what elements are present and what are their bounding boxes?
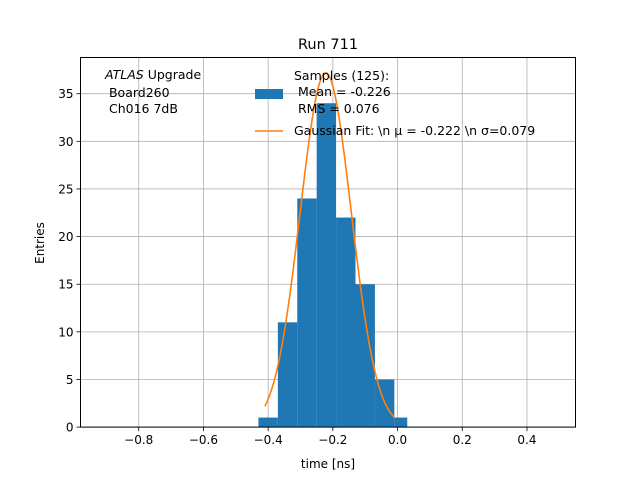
histogram-bar — [394, 417, 408, 428]
legend-samples-line1: Samples (125): — [294, 68, 389, 83]
gaussian-fit-line — [264, 71, 395, 418]
x-tick-label: 0.0 — [388, 433, 407, 447]
x-tick-label: −0.8 — [124, 433, 153, 447]
x-axis-ticks: −0.8 −0.6 −0.4 −0.2 0.0 0.2 0.4 — [124, 427, 537, 447]
histogram-bar — [297, 198, 317, 428]
annotation-experiment: ATLAS Upgrade — [104, 67, 201, 82]
annotation-box: ATLAS Upgrade Board260 Ch016 7dB — [104, 67, 201, 116]
annotation-experiment-rest: Upgrade — [144, 67, 202, 82]
histogram-bar — [316, 103, 337, 428]
legend-samples-line2: Mean = -0.226 — [294, 84, 391, 99]
x-tick-label: −0.4 — [254, 433, 283, 447]
histogram-bar — [277, 322, 298, 428]
annotation-channel: Ch016 7dB — [105, 101, 178, 116]
x-tick-label: 0.2 — [453, 433, 472, 447]
x-tick-label: 0.4 — [517, 433, 536, 447]
y-tick-label: 10 — [58, 325, 73, 339]
y-tick-label: 35 — [58, 87, 73, 101]
x-tick-label: −0.6 — [189, 433, 218, 447]
y-axis-ticks: 0 5 10 15 20 25 30 35 — [58, 87, 81, 435]
legend-fit-label: Gaussian Fit: \n μ = -0.222 \n σ=0.079 — [294, 123, 535, 138]
y-tick-label: 30 — [58, 135, 73, 149]
annotation-experiment-italic: ATLAS — [104, 67, 144, 82]
histogram-bar — [258, 417, 278, 428]
legend-histogram-swatch — [255, 89, 283, 99]
y-tick-label: 15 — [58, 278, 73, 292]
y-tick-label: 5 — [66, 373, 74, 387]
chart-title: Run 711 — [298, 37, 358, 53]
annotation-board: Board260 — [105, 85, 170, 100]
legend: Samples (125): Mean = -0.226 RMS = 0.076… — [255, 68, 535, 138]
plot-frame — [80, 57, 576, 428]
x-tick-label: −0.2 — [318, 433, 347, 447]
y-tick-label: 20 — [58, 230, 73, 244]
y-tick-label: 25 — [58, 182, 73, 196]
y-axis-label: Entries — [33, 222, 47, 264]
legend-samples-line3: RMS = 0.076 — [294, 101, 380, 116]
histogram-bars — [258, 103, 408, 428]
histogram-bar — [355, 284, 375, 428]
histogram-bar — [336, 217, 356, 428]
x-axis-label: time [ns] — [301, 457, 355, 471]
y-tick-label: 0 — [66, 421, 74, 435]
